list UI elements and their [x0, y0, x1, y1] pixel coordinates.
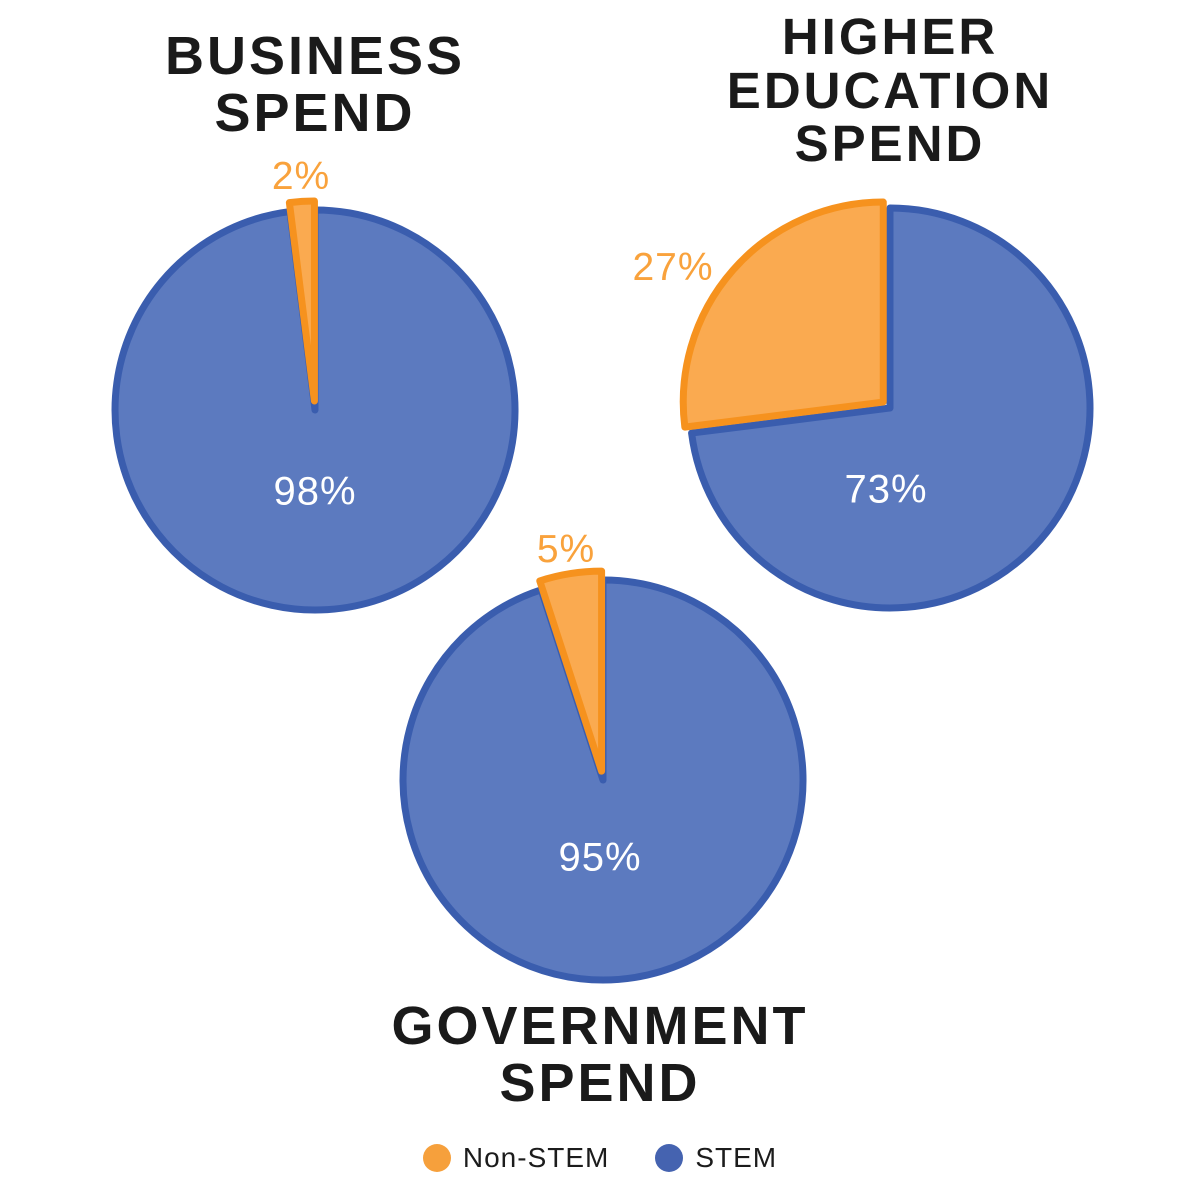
title-line: HIGHER	[781, 8, 999, 65]
legend-label-nonstem: Non-STEM	[462, 1142, 610, 1173]
title-line: SPEND	[794, 115, 986, 173]
pie-slice-non-stem	[285, 197, 318, 405]
government-nonstem-slice-label: 5%	[536, 528, 596, 571]
legend-item-stem: STEM	[655, 1142, 777, 1174]
title-line: SPEND	[214, 82, 416, 143]
title-line: GOVERNMENT	[391, 996, 809, 1056]
higher-education-nonstem-slice-label: 27%	[632, 246, 714, 289]
business-pie-chart: 2% 98%	[85, 155, 545, 640]
business-pie-svg	[111, 197, 519, 614]
title-line: EDUCATION	[726, 61, 1054, 119]
title-line: BUSINESS	[164, 26, 466, 86]
business-chart-title: BUSINESS SPEND	[65, 28, 565, 141]
higher-education-stem-slice-label: 73%	[844, 467, 928, 512]
legend: Non-STEM STEM	[0, 1142, 1200, 1174]
government-stem-slice-label: 95%	[558, 835, 642, 880]
legend-item-nonstem: Non-STEM	[422, 1142, 610, 1174]
pie-slice-stem	[111, 206, 519, 614]
higher-education-pie-chart: 27% 73%	[632, 178, 1120, 638]
government-chart-title: GOVERNMENT SPEND	[350, 998, 850, 1111]
pie-slice-non-stem	[679, 198, 887, 431]
legend-label-stem: STEM	[695, 1142, 778, 1173]
higher-education-chart-title: HIGHER EDUCATION SPEND	[640, 10, 1140, 171]
business-stem-slice-label: 98%	[273, 469, 357, 514]
pie-slice-non-stem	[536, 567, 606, 775]
stem-color-swatch-icon	[655, 1144, 684, 1172]
pie-slice-stem	[399, 576, 807, 984]
business-nonstem-slice-label: 2%	[271, 155, 331, 198]
nonstem-color-swatch-icon	[422, 1144, 451, 1172]
pie-slice-stem	[688, 204, 1094, 612]
government-pie-chart: 5% 95%	[373, 528, 833, 1010]
government-pie-svg	[399, 567, 807, 984]
title-line: SPEND	[499, 1052, 701, 1113]
higher-education-pie-svg	[679, 198, 1094, 612]
